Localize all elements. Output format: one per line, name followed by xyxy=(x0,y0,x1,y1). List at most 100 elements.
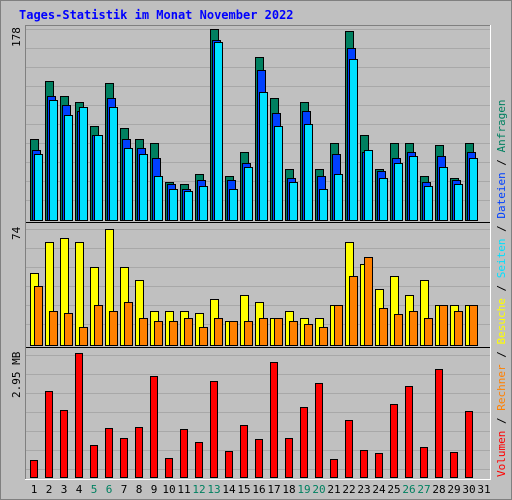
bar-volumen-day-29 xyxy=(450,452,458,478)
bar-volumen-day-12 xyxy=(195,442,203,478)
bar-seiten-day-13 xyxy=(214,42,223,221)
bar-volumen-day-14 xyxy=(225,451,233,478)
bar-seiten-day-28 xyxy=(439,167,448,221)
bar-rechner-day-5 xyxy=(94,305,103,346)
bar-volumen-day-20 xyxy=(315,383,323,478)
x-tick-label-12: 12 xyxy=(192,483,205,496)
bar-volumen-day-11 xyxy=(180,429,188,478)
bar-rechner-day-3 xyxy=(64,313,73,346)
bar-rechner-day-7 xyxy=(124,302,133,346)
bar-rechner-day-30 xyxy=(469,305,478,346)
bar-rechner-day-15 xyxy=(244,321,253,346)
legend-sep-3: / xyxy=(495,278,508,298)
bar-seiten-day-11 xyxy=(184,191,193,221)
bar-seiten-day-21 xyxy=(334,174,343,221)
bar-seiten-day-24 xyxy=(379,178,388,221)
x-tick-label-22: 22 xyxy=(342,483,355,496)
bar-rechner-day-11 xyxy=(184,318,193,346)
bar-volumen-day-9 xyxy=(150,376,158,478)
bar-seiten-day-8 xyxy=(139,154,148,221)
x-tick-label-4: 4 xyxy=(76,483,83,496)
bar-rechner-day-9 xyxy=(154,321,163,346)
bar-volumen-day-6 xyxy=(105,428,113,478)
legend-dateien: Dateien xyxy=(495,172,508,218)
bar-seiten-day-29 xyxy=(454,184,463,221)
bar-seiten-day-23 xyxy=(364,150,373,221)
legend-sep-2: / xyxy=(495,345,508,365)
bar-rechner-day-21 xyxy=(334,305,343,346)
x-tick-label-1: 1 xyxy=(31,483,38,496)
bar-seiten-day-1 xyxy=(34,154,43,221)
x-tick-label-8: 8 xyxy=(136,483,143,496)
x-tick-label-29: 29 xyxy=(447,483,460,496)
bar-volumen-day-17 xyxy=(270,362,278,478)
bar-volumen-day-1 xyxy=(30,460,38,478)
bar-volumen-day-18 xyxy=(285,438,293,478)
x-tick-label-23: 23 xyxy=(357,483,370,496)
x-tick-label-11: 11 xyxy=(177,483,190,496)
bar-volumen-day-27 xyxy=(420,447,428,478)
x-tick-label-21: 21 xyxy=(327,483,340,496)
ymax-label-volume: 2.95 MB xyxy=(10,351,23,398)
bar-seiten-day-16 xyxy=(259,92,268,221)
legend-sep-5: / xyxy=(495,152,508,172)
bar-volumen-day-7 xyxy=(120,438,128,478)
bar-rechner-day-25 xyxy=(394,314,403,346)
bar-seiten-day-2 xyxy=(49,100,58,221)
bar-volumen-day-5 xyxy=(90,445,98,478)
bar-rechner-day-14 xyxy=(229,321,238,346)
bar-seiten-day-14 xyxy=(229,189,238,221)
x-tick-label-24: 24 xyxy=(372,483,386,496)
bar-seiten-day-7 xyxy=(124,148,133,221)
bar-volumen-day-19 xyxy=(300,407,308,478)
x-tick-label-27: 27 xyxy=(417,483,430,496)
bar-volumen-day-24 xyxy=(375,453,383,478)
bar-rechner-day-29 xyxy=(454,311,463,346)
bar-marks xyxy=(30,29,478,478)
x-tick-label-7: 7 xyxy=(121,483,128,496)
bar-seiten-day-30 xyxy=(469,158,478,221)
bar-seiten-day-27 xyxy=(424,186,433,221)
bar-seiten-day-10 xyxy=(169,189,178,221)
bar-rechner-day-20 xyxy=(319,327,328,346)
ymax-label-hits: 178 xyxy=(10,27,23,47)
x-tick-label-19: 19 xyxy=(297,483,310,496)
legend-rechner: Rechner xyxy=(495,364,508,411)
x-tick-label-2: 2 xyxy=(46,483,53,496)
chart-title: Tages-Statistik im Monat November 2022 xyxy=(19,8,294,22)
bar-volumen-day-8 xyxy=(135,427,143,478)
bar-rechner-day-28 xyxy=(439,305,448,346)
x-tick-label-10: 10 xyxy=(162,483,175,496)
legend-besuche: Besuche xyxy=(495,298,508,344)
x-tick-label-31: 31 xyxy=(477,483,490,496)
bar-rechner-day-26 xyxy=(409,311,418,346)
bar-volumen-day-23 xyxy=(360,450,368,478)
legend-anfragen: Anfragen xyxy=(495,99,508,152)
x-tick-label-9: 9 xyxy=(151,483,158,496)
x-tick-label-30: 30 xyxy=(462,483,475,496)
bar-seiten-day-4 xyxy=(79,107,88,221)
bar-seiten-day-5 xyxy=(94,135,103,221)
bar-volumen-day-13 xyxy=(210,381,218,478)
bar-volumen-day-26 xyxy=(405,386,413,478)
x-tick-label-15: 15 xyxy=(237,483,250,496)
bar-rechner-day-6 xyxy=(109,311,118,346)
bar-seiten-day-3 xyxy=(64,115,73,221)
bar-volumen-day-30 xyxy=(465,411,473,478)
x-tick-label-16: 16 xyxy=(252,483,265,496)
bar-rechner-day-8 xyxy=(139,318,148,346)
bar-volumen-day-21 xyxy=(330,459,338,478)
bar-seiten-day-6 xyxy=(109,107,118,221)
bar-rechner-day-2 xyxy=(49,311,58,346)
bar-rechner-day-23 xyxy=(364,257,373,346)
bar-rechner-day-1 xyxy=(34,286,43,346)
bar-volumen-day-15 xyxy=(240,425,248,478)
x-tick-label-20: 20 xyxy=(312,483,325,496)
bar-seiten-day-26 xyxy=(409,156,418,221)
bar-volumen-day-25 xyxy=(390,404,398,478)
bar-seiten-day-17 xyxy=(274,126,283,221)
x-tick-label-13: 13 xyxy=(207,483,220,496)
bar-volumen-day-10 xyxy=(165,458,173,478)
legend-sep-1: / xyxy=(495,411,508,431)
